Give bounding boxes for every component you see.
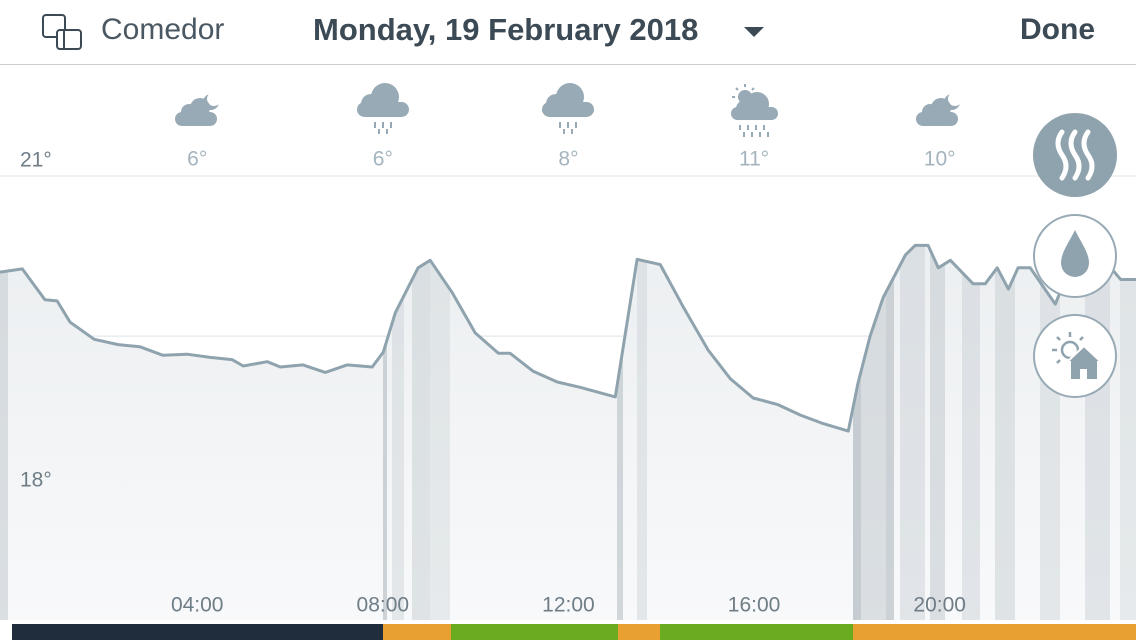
area [0, 245, 1136, 620]
room-icon[interactable] [42, 14, 82, 50]
forecast-temp: 8° [558, 148, 578, 171]
weather-icon [175, 92, 221, 126]
done-button[interactable]: Done [1020, 13, 1095, 46]
plot [0, 175, 1136, 620]
forecast-temp: 6° [373, 148, 393, 171]
weather-icon [731, 84, 778, 137]
temperature-line [0, 243, 1136, 433]
x-tick-label: 20:00 [913, 594, 966, 617]
weather-icon [542, 83, 594, 134]
weather-icon [916, 92, 962, 126]
y-tick-label: 21° [20, 149, 52, 172]
forecast-temp: 11° [739, 148, 769, 171]
x-tick-label: 16:00 [728, 594, 781, 617]
heating-bands [0, 245, 1136, 620]
x-tick-label: 04:00 [171, 594, 224, 617]
weather-icons [175, 83, 962, 137]
outside-button[interactable] [1033, 314, 1117, 398]
heating-button[interactable] [1033, 113, 1117, 197]
overlay: 21° 18° 04:00 08:00 12:00 16:00 20:00 6° 6° 8° 11°… [0, 148, 1136, 617]
weather-icon [357, 83, 409, 134]
dropdown-arrow[interactable] [744, 27, 764, 37]
room-name[interactable]: Comedor [101, 13, 224, 46]
forecast-temp: 6° [187, 148, 207, 171]
date-picker[interactable]: Monday, 19 February 2018 [313, 12, 698, 47]
x-tick-label: 12:00 [542, 594, 595, 617]
x-tick-label: 08:00 [357, 594, 410, 617]
y-tick-label: 18° [20, 469, 52, 492]
humidity-button[interactable] [1033, 214, 1117, 298]
schedule-bar [0, 624, 1136, 640]
forecast-temp: 10° [924, 148, 956, 171]
